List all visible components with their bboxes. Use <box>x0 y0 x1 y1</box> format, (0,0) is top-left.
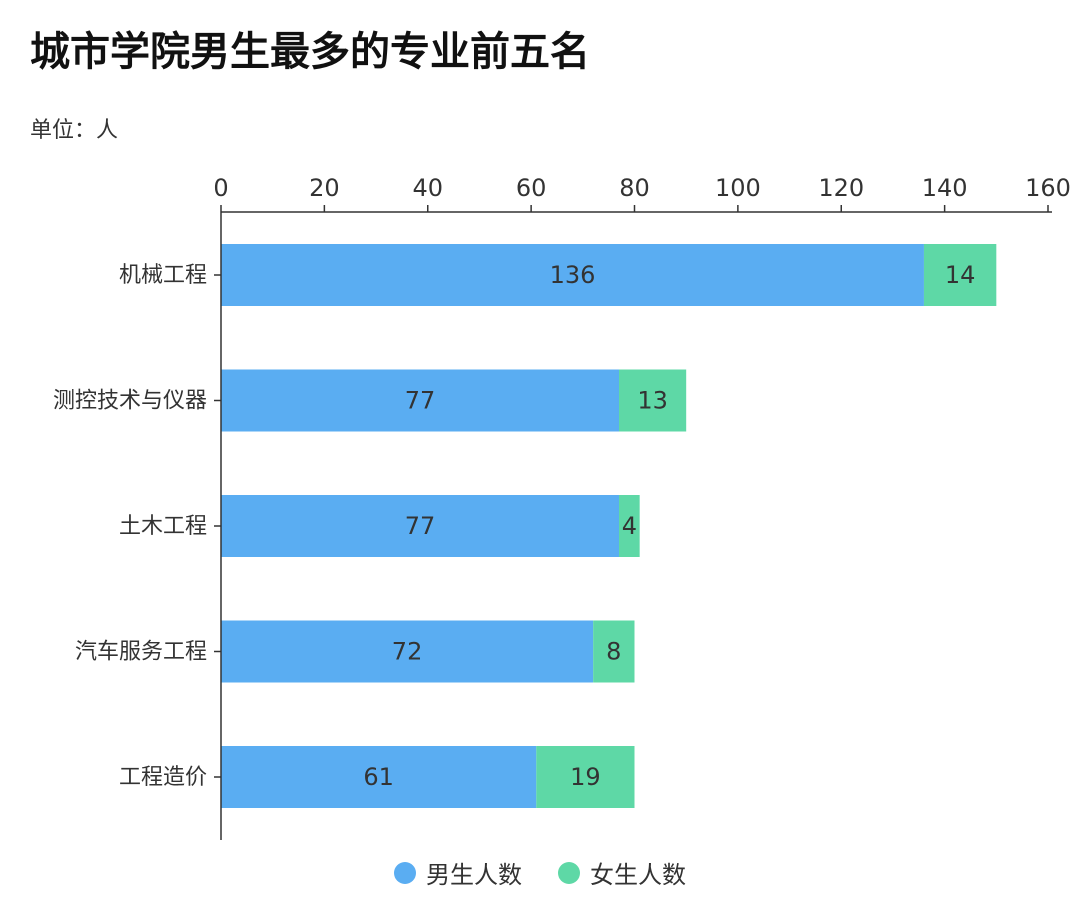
legend-dot-female <box>558 861 580 884</box>
data-label: 8 <box>606 638 621 666</box>
bar-segment-female <box>593 620 635 683</box>
bar-segment-female <box>536 746 635 808</box>
data-label: 77 <box>405 387 436 415</box>
x-tick-label: 40 <box>412 174 443 202</box>
x-tick-label: 120 <box>818 174 864 202</box>
bar-segment-female <box>618 495 640 557</box>
bar-segment-male <box>221 495 619 557</box>
bar-segment-male <box>221 369 619 432</box>
bar-segment-male <box>221 620 594 683</box>
x-tick-label: 80 <box>619 174 650 202</box>
bar-segment-male <box>221 244 924 306</box>
x-tick-label: 100 <box>715 174 761 202</box>
x-tick-label: 0 <box>213 174 228 202</box>
x-tick-label: 160 <box>1025 174 1071 202</box>
data-label: 72 <box>392 638 423 666</box>
data-label: 136 <box>550 261 596 289</box>
bar-segment-female <box>923 244 997 306</box>
x-tick-label: 20 <box>309 174 340 202</box>
legend-label-male: 男生人数 <box>426 861 522 889</box>
category-label: 工程造价 <box>119 765 207 790</box>
category-label: 土木工程 <box>119 514 207 539</box>
category-label: 机械工程 <box>119 263 207 288</box>
legend-label-female: 女生人数 <box>590 861 686 889</box>
unit-label: 单位：人 <box>30 118 119 143</box>
legend-dot-male <box>394 861 416 884</box>
data-label: 61 <box>363 763 394 791</box>
legend-item-male[interactable]: 男生人数 <box>394 855 522 890</box>
data-label: 77 <box>405 512 436 540</box>
data-label: 14 <box>945 261 976 289</box>
data-label: 19 <box>570 763 601 791</box>
data-label: 13 <box>637 387 668 415</box>
bar-segment-male <box>221 746 537 808</box>
category-label: 汽车服务工程 <box>75 640 207 665</box>
category-label: 测控技术与仪器 <box>53 389 207 414</box>
legend-item-female[interactable]: 女生人数 <box>558 855 686 890</box>
legend: 男生人数 女生人数 <box>0 855 1080 890</box>
x-tick-label: 140 <box>922 174 968 202</box>
x-tick-label: 60 <box>516 174 547 202</box>
bar-segment-female <box>618 369 687 432</box>
bars-layer: 136 14 77 13 77 4 72 8 61 19 <box>221 244 997 808</box>
data-label: 4 <box>622 512 637 540</box>
chart-title: 城市学院男生最多的专业前五名 <box>30 29 590 75</box>
